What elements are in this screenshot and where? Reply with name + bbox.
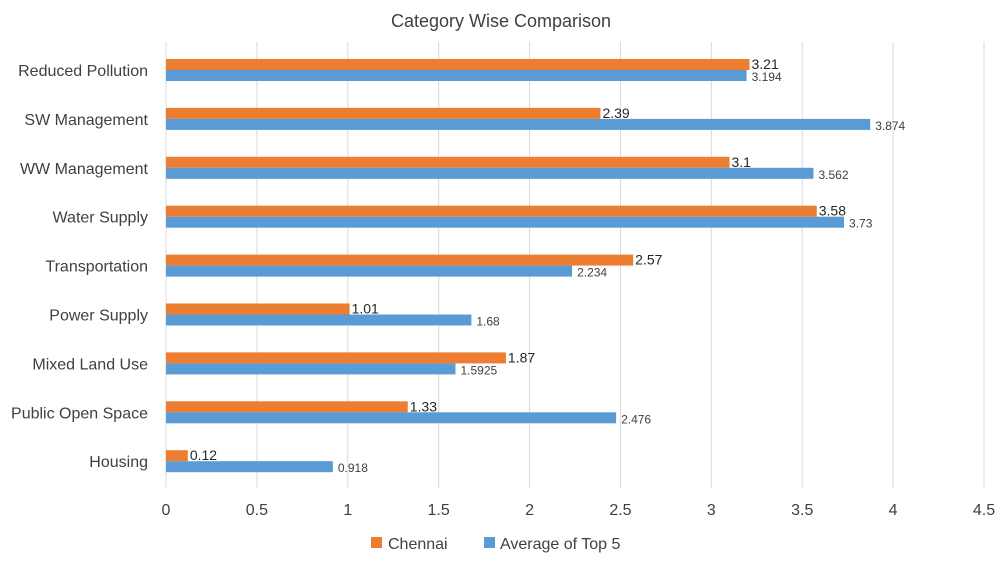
bar-chennai-power-supply	[166, 303, 350, 315]
data-label-chennai: 0.12	[190, 447, 217, 463]
x-tick-label: 4	[889, 502, 898, 519]
x-tick-label: 1	[343, 502, 352, 519]
bar-top5-sw-management	[166, 118, 871, 130]
x-tick-label: 1.5	[428, 502, 450, 519]
bar-chennai-public-open-space	[166, 401, 408, 413]
legend-swatch-chennai	[371, 537, 382, 548]
data-label-top5: 1.68	[476, 315, 500, 329]
x-tick-label: 4.5	[973, 502, 995, 519]
bar-top5-water-supply	[166, 216, 845, 228]
bar-chennai-reduced-pollution	[166, 59, 750, 70]
bar-chennai-sw-management	[166, 107, 601, 119]
category-label: SW Management	[24, 112, 148, 129]
legend: Chennai Average of Top 5	[371, 536, 620, 553]
data-label-top5: 2.234	[577, 266, 607, 280]
x-tick-label: 0	[162, 502, 171, 519]
category-label: Mixed Land Use	[32, 356, 148, 373]
x-tick-label: 3.5	[791, 502, 813, 519]
x-axis-ticks: 0 0.5 1 1.5 2 2.5 3 3.5 4 4.5	[162, 502, 996, 519]
bars: 3.213.194 2.39 3.874 3.1 3.562 3.583.73 2.57 2.…	[166, 56, 906, 475]
data-label-top5: 1.5925	[460, 363, 497, 377]
data-label-chennai: 1.87	[508, 349, 535, 365]
bar-top5-public-open-space	[166, 412, 617, 424]
chart-title: Category Wise Comparison	[391, 11, 611, 31]
data-label-chennai: 1.33	[410, 398, 437, 414]
category-labels: Reduced Pollution SW Management WW Managem…	[11, 63, 149, 471]
category-label: Public Open Space	[11, 405, 148, 422]
data-label-top5: 3.194	[752, 70, 782, 84]
bar-top5-reduced-pollution	[166, 70, 747, 81]
x-tick-label: 3	[707, 502, 716, 519]
bar-chennai-ww-management	[166, 156, 730, 168]
data-label-chennai: 3.1	[732, 154, 752, 170]
bar-top5-ww-management	[166, 167, 814, 179]
category-label: Reduced Pollution	[18, 63, 148, 80]
data-label-top5: 0.918	[338, 461, 368, 475]
bar-top5-transportation	[166, 265, 573, 277]
bar-chennai-water-supply	[166, 205, 817, 217]
category-label: WW Management	[20, 161, 149, 178]
x-tick-label: 0.5	[246, 502, 268, 519]
bar-top5-power-supply	[166, 314, 472, 326]
data-label-chennai: 3.58	[819, 203, 846, 219]
legend-swatch-top5	[484, 537, 495, 548]
legend-label-top5: Average of Top 5	[500, 536, 620, 553]
bar-chennai-housing	[166, 450, 188, 462]
data-label-top5: 3.874	[875, 119, 905, 133]
bar-chennai-transportation	[166, 254, 634, 266]
data-label-top5: 3.562	[818, 168, 848, 182]
bar-chennai-mixed-land-use	[166, 352, 506, 364]
data-label-chennai: 2.57	[635, 252, 662, 268]
category-label: Transportation	[45, 259, 148, 276]
data-label-chennai: 1.01	[352, 301, 379, 317]
category-label: Housing	[89, 454, 148, 471]
x-tick-label: 2.5	[609, 502, 631, 519]
category-label: Water Supply	[53, 210, 148, 227]
bar-top5-mixed-land-use	[166, 363, 456, 375]
category-label: Power Supply	[49, 308, 148, 325]
data-label-chennai: 2.39	[602, 105, 629, 121]
data-label-top5: 2.476	[621, 412, 651, 426]
legend-label-chennai: Chennai	[388, 536, 448, 553]
x-tick-label: 2	[525, 502, 534, 519]
bar-top5-housing	[166, 461, 333, 473]
data-label-top5: 3.73	[849, 217, 873, 231]
data-label-chennai: 3.21	[752, 56, 779, 72]
